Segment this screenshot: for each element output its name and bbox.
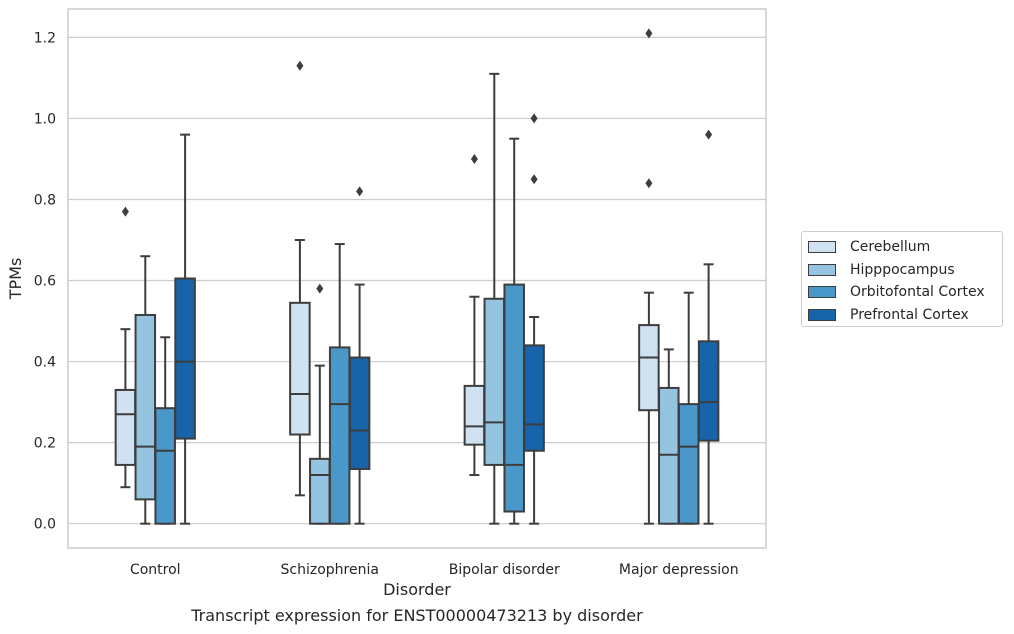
box xyxy=(658,386,680,525)
box-2-2 xyxy=(503,137,525,525)
outlier-point xyxy=(645,28,653,39)
box-2-0 xyxy=(463,153,486,477)
legend-label-hippocampus: Hipppocampus xyxy=(850,261,955,278)
box-1-2 xyxy=(328,243,351,525)
outlier-point xyxy=(296,60,304,71)
y-tick-label: 0.4 xyxy=(34,355,56,371)
x-tick-label: Major depression xyxy=(619,562,739,578)
outlier-point xyxy=(356,186,364,197)
legend-label-cerebellum: Cerebellum xyxy=(850,239,931,256)
box-3-2 xyxy=(677,291,700,525)
box xyxy=(174,277,196,440)
legend-item-orbitofrontal-cortex: Orbitofontal Cortex xyxy=(808,281,1002,304)
y-axis: 0.0 0.2 0.4 0.6 0.8 1.0 1.2 xyxy=(34,30,56,532)
box-3-1 xyxy=(658,348,680,525)
legend-swatch-cerebellum xyxy=(808,241,836,254)
box xyxy=(134,313,157,501)
x-axis: Control Schizophrenia Bipolar disorder Majo… xyxy=(130,562,739,578)
box-0-3 xyxy=(174,133,196,525)
box-0-2 xyxy=(154,336,176,525)
y-tick-label: 0.6 xyxy=(34,274,56,290)
x-tick-label: Control xyxy=(130,562,181,578)
outlier-point xyxy=(530,113,538,124)
box xyxy=(348,356,371,470)
box-1-0 xyxy=(289,60,311,497)
box xyxy=(328,346,351,525)
box-1-3 xyxy=(348,186,371,525)
legend-item-prefrontal-cortex: Prefrontal Cortex xyxy=(808,304,1002,327)
box xyxy=(154,407,176,525)
box-2-3 xyxy=(523,113,545,525)
outlier-point xyxy=(530,174,538,185)
box-1-1 xyxy=(309,283,331,525)
box xyxy=(483,297,506,466)
y-tick-label: 0.0 xyxy=(34,517,56,533)
plot-frame xyxy=(67,8,767,549)
y-tick-label: 1.2 xyxy=(34,30,56,46)
box xyxy=(289,301,311,436)
box-0-0 xyxy=(114,206,137,489)
legend-item-hippocampus: Hipppocampus xyxy=(808,259,1002,282)
y-axis-label: TPMs xyxy=(6,258,25,301)
box-2-1 xyxy=(483,72,506,525)
box xyxy=(638,324,660,412)
y-tick-label: 1.0 xyxy=(34,111,56,127)
plot-area xyxy=(114,28,720,525)
box xyxy=(503,283,525,513)
box-3-3 xyxy=(697,129,720,525)
legend: Cerebellum Hipppocampus Orbitofontal Cor… xyxy=(801,231,1003,327)
box xyxy=(697,340,720,442)
x-tick-label: Schizophrenia xyxy=(281,562,379,578)
x-tick-label: Bipolar disorder xyxy=(449,562,560,578)
box xyxy=(463,384,486,446)
legend-swatch-prefrontal-cortex xyxy=(808,308,836,321)
box xyxy=(523,344,545,452)
outlier-point xyxy=(316,283,324,294)
outlier-point xyxy=(645,178,653,189)
outlier-point xyxy=(705,129,713,140)
legend-label-orbitofrontal-cortex: Orbitofontal Cortex xyxy=(850,284,985,301)
box xyxy=(677,403,700,525)
legend-swatch-orbitofrontal-cortex xyxy=(808,286,836,299)
y-tick-label: 0.8 xyxy=(34,192,56,208)
legend-swatch-hippocampus xyxy=(808,263,836,276)
x-axis-label: Disorder xyxy=(383,580,451,599)
box xyxy=(309,457,331,525)
box-3-0 xyxy=(638,28,660,525)
box-0-1 xyxy=(134,255,157,525)
legend-item-cerebellum: Cerebellum xyxy=(808,236,1002,259)
box xyxy=(114,388,137,466)
legend-label-prefrontal-cortex: Prefrontal Cortex xyxy=(850,306,969,323)
outlier-point xyxy=(121,206,129,217)
chart-caption: Transcript expression for ENST0000047321… xyxy=(191,606,643,625)
y-tick-label: 0.2 xyxy=(34,436,56,452)
outlier-point xyxy=(470,153,478,164)
